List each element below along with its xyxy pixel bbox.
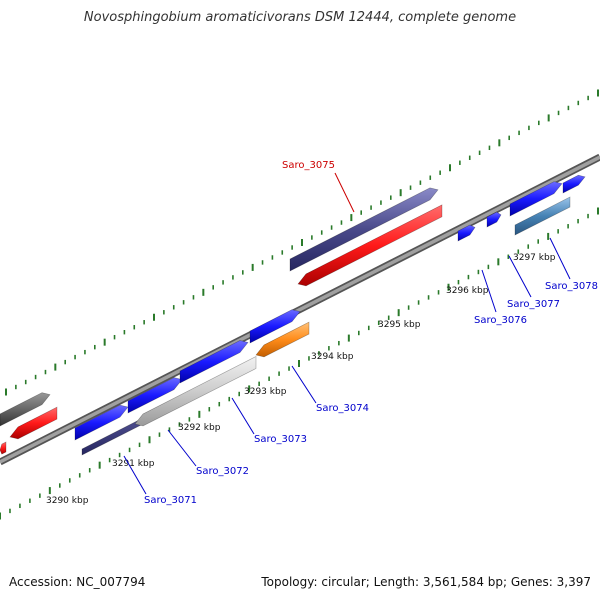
genome-backbone-highlight xyxy=(0,155,600,464)
gene-label-leader-line xyxy=(508,255,532,298)
gene-feature-saro-3072[interactable] xyxy=(127,377,183,414)
gene-feature-saro-3078[interactable] xyxy=(509,181,563,217)
gene-feature-saro-3077[interactable] xyxy=(486,211,502,228)
kbp-tick-label: 3297 kbp xyxy=(513,253,556,263)
gene-label[interactable]: Saro_3075 xyxy=(282,160,335,171)
gene-feature-saro-3075[interactable] xyxy=(289,187,439,272)
gene-label-leader-line xyxy=(291,365,317,404)
gene-feature-reverse-edge[interactable] xyxy=(0,441,7,455)
kbp-tick-label: 3292 kbp xyxy=(178,423,221,433)
gene-feature-reverse[interactable] xyxy=(9,406,58,440)
gene-feature-saro-3074[interactable] xyxy=(249,309,301,344)
gene-label-leader-line xyxy=(167,429,197,467)
gene-label[interactable]: Saro_3077 xyxy=(507,299,560,310)
gene-label[interactable]: Saro_3076 xyxy=(474,315,527,326)
gene-feature-saro-3076[interactable] xyxy=(457,224,476,242)
gene-label[interactable]: Saro_3071 xyxy=(144,495,197,506)
gene-feature-orange[interactable] xyxy=(255,321,310,358)
kbp-tick-label: 3295 kbp xyxy=(378,320,421,330)
gene-feature-forward[interactable] xyxy=(562,174,586,194)
genome-summary-text: Topology: circular; Length: 3,561,584 bp… xyxy=(261,575,591,589)
gene-label[interactable]: Saro_3073 xyxy=(254,434,307,445)
kbp-tick-label: 3290 kbp xyxy=(46,496,89,506)
kbp-tick-label: 3296 kbp xyxy=(446,286,489,296)
accession-text: Accession: NC_007794 xyxy=(9,575,146,589)
gene-feature-saro-3073[interactable] xyxy=(179,340,249,384)
gene-feature-light-grey[interactable] xyxy=(134,356,257,427)
gene-label-leader-line xyxy=(231,397,255,435)
kbp-tick-label: 3291 kbp xyxy=(112,459,155,469)
gene-feature-saro-3075-cds[interactable] xyxy=(297,204,443,287)
gene-label-leader-line xyxy=(549,237,571,280)
gene-feature-steel-blue[interactable] xyxy=(514,196,571,236)
gene-label[interactable]: Saro_3078 xyxy=(545,281,598,292)
gene-label[interactable]: Saro_3074 xyxy=(316,403,369,414)
kbp-tick-label: 3293 kbp xyxy=(244,387,287,397)
gene-feature-grey[interactable] xyxy=(0,392,51,427)
gene-label-leader-line xyxy=(123,455,147,495)
gene-label-leader-line xyxy=(481,269,497,313)
genome-title: Novosphingobium aromaticivorans DSM 1244… xyxy=(83,10,517,25)
gene-label[interactable]: Saro_3072 xyxy=(196,466,249,477)
kbp-tick-label: 3294 kbp xyxy=(311,352,354,362)
gene-label-leader-line xyxy=(334,172,355,213)
gene-feature-saro-3071[interactable] xyxy=(74,404,129,441)
